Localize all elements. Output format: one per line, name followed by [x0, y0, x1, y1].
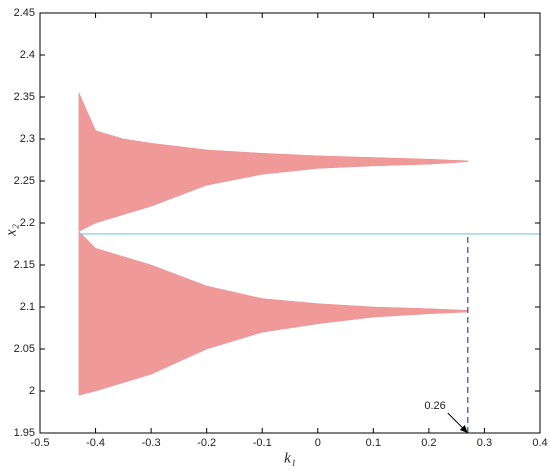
y-tick-label: 2.45	[14, 7, 35, 19]
x-tick-label: 0.1	[366, 437, 381, 449]
y-tick-label: 2.25	[14, 175, 35, 187]
y-tick-label: 2.1	[20, 301, 35, 313]
y-axis-label: x₂	[3, 224, 19, 237]
x-axis-label: k₁	[284, 450, 296, 466]
y-tick-label: 2.2	[20, 217, 35, 229]
x-tick-label: 0.3	[477, 437, 492, 449]
x-tick-label: -0.4	[86, 437, 105, 449]
y-tick-label: 2.35	[14, 91, 35, 103]
attractor-band	[78, 92, 469, 232]
annotation-text: 0.26	[424, 400, 445, 412]
y-tick-label: 2.05	[14, 343, 35, 355]
annotation-arrowhead	[459, 425, 468, 433]
x-tick-label: -0.2	[197, 437, 216, 449]
y-tick-label: 1.95	[14, 427, 35, 439]
y-tick-label: 2.4	[20, 49, 35, 61]
attractor-band	[78, 230, 469, 396]
y-tick-label: 2	[29, 385, 35, 397]
x-tick-label: -0.3	[142, 437, 161, 449]
y-tick-label: 2.15	[14, 259, 35, 271]
x-tick-label: 0.4	[532, 437, 547, 449]
x-tick-label: -0.1	[253, 437, 272, 449]
y-tick-label: 2.3	[20, 133, 35, 145]
x-tick-label: -0.5	[31, 437, 50, 449]
x-tick-label: 0.2	[421, 437, 436, 449]
x-tick-label: 0	[315, 437, 321, 449]
